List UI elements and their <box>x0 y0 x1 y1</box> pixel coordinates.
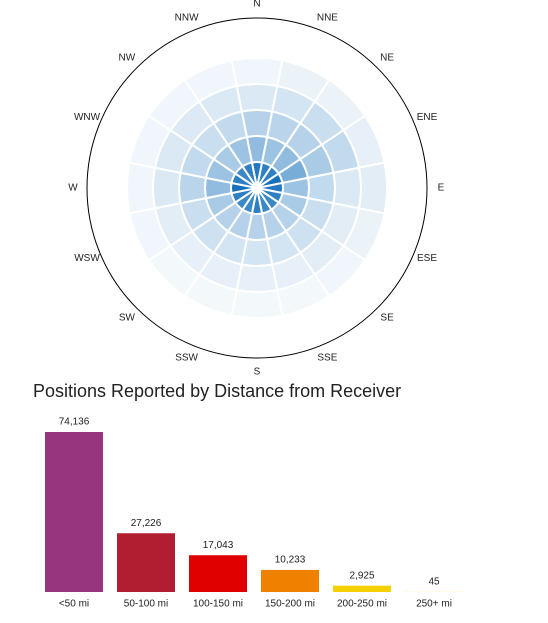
value-label: 27,226 <box>131 518 162 529</box>
bar <box>189 555 247 592</box>
direction-label: SSW <box>175 353 198 364</box>
value-label: 10,233 <box>275 555 306 566</box>
bar <box>333 585 391 592</box>
polar-cell <box>126 161 157 215</box>
chart-title: Positions Reported by Distance from Rece… <box>33 381 401 401</box>
bar <box>117 533 175 592</box>
direction-label: NE <box>380 53 394 64</box>
direction-label: WSW <box>74 253 100 264</box>
direction-label: N <box>253 0 260 10</box>
bar <box>45 432 103 592</box>
polar-cell <box>235 263 279 293</box>
value-label: 17,043 <box>203 540 234 551</box>
polar-cell <box>230 288 284 319</box>
outer-circle <box>86 17 428 359</box>
direction-label: NNE <box>317 13 338 24</box>
value-label: 74,136 <box>59 417 90 428</box>
direction-label: SSE <box>317 353 337 364</box>
polar-cell <box>152 166 182 210</box>
polar-cell <box>230 57 284 88</box>
value-label: 2,925 <box>349 570 374 581</box>
value-label: 45 <box>428 577 440 588</box>
x-tick-label: <50 mi <box>59 599 89 610</box>
direction-label: S <box>254 367 261 378</box>
x-tick-label: 150-200 mi <box>265 599 315 610</box>
direction-label: ESE <box>417 253 437 264</box>
polar-cell <box>183 59 238 103</box>
direction-label: WNW <box>74 112 101 123</box>
direction-label: SW <box>119 313 136 324</box>
bar <box>261 569 319 592</box>
x-tick-label: 50-100 mi <box>124 599 168 610</box>
polar-cell <box>332 166 362 210</box>
x-tick-label: 200-250 mi <box>337 599 387 610</box>
direction-label: W <box>68 183 78 194</box>
polar-cell <box>357 161 388 215</box>
direction-label: NW <box>119 53 136 64</box>
x-tick-label: 250+ mi <box>416 599 452 610</box>
x-tick-label: 100-150 mi <box>193 599 243 610</box>
direction-label: ENE <box>417 112 438 123</box>
polar-cell <box>235 83 279 113</box>
direction-label: E <box>438 183 445 194</box>
direction-label: NNW <box>175 13 199 24</box>
direction-label: SE <box>380 313 394 324</box>
